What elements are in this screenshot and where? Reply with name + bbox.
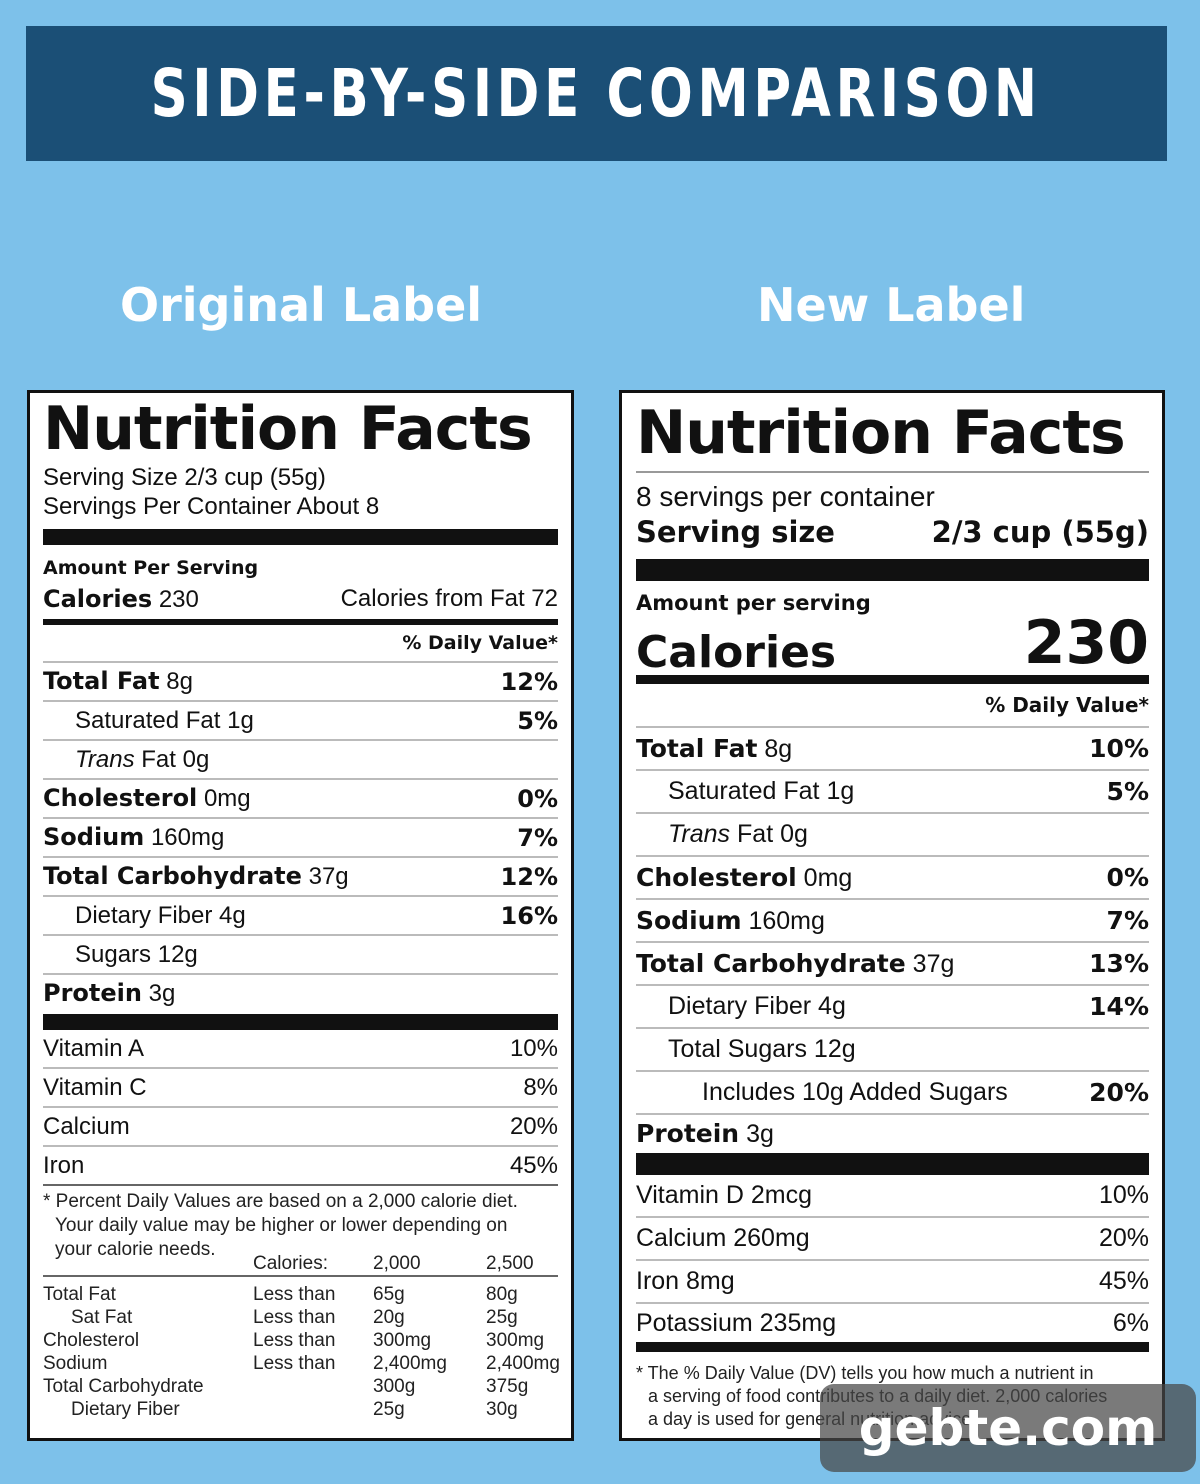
original-vitamin-c-row: Vitamin C 8% — [43, 1069, 558, 1108]
original-trans-fat-row: Trans Fat 0g — [43, 741, 558, 780]
original-dv-header-row: % Daily Value* — [43, 625, 558, 663]
original-vitamin-a-row: Vitamin A 10% — [43, 1030, 558, 1069]
new-label-heading: New Label — [757, 278, 1026, 332]
new-iron-row: Iron 8mg 45% — [636, 1261, 1149, 1304]
title-banner: SIDE-BY-SIDE COMPARISON — [26, 26, 1167, 161]
original-calories-value: 230 — [158, 585, 199, 613]
new-dv-header-row: % Daily Value* — [636, 684, 1149, 728]
watermark-text: gebte.com — [858, 1399, 1158, 1457]
original-dv-table-header: Calories: 2,000 2,500 — [43, 1252, 558, 1277]
original-fiber-row: Dietary Fiber 4g 16% — [43, 897, 558, 936]
new-protein-row: Protein 3g — [636, 1119, 774, 1148]
new-calories-row: Calories 230 — [636, 608, 1149, 684]
new-calories-label: Calories — [636, 627, 837, 678]
original-sat-fat-row: Saturated Fat 1g 5% — [43, 702, 558, 741]
new-calories-value: 230 — [1023, 608, 1149, 678]
new-nutrition-label: Nutrition Facts 8 servings per container… — [619, 390, 1165, 1441]
new-servings-per-container: 8 servings per container — [636, 481, 935, 512]
new-carb-row: Total Carbohydrate 37g 13% — [636, 943, 1149, 986]
original-title: Nutrition Facts — [43, 394, 533, 464]
thick-divider — [43, 1014, 558, 1030]
new-sat-fat-row: Saturated Fat 1g 5% — [636, 771, 1149, 814]
thick-divider — [636, 559, 1149, 581]
new-vitamin-d-row: Vitamin D 2mcg 10% — [636, 1175, 1149, 1218]
thick-divider — [636, 1153, 1149, 1175]
banner-title: SIDE-BY-SIDE COMPARISON — [150, 55, 1043, 132]
original-calories-label: Calories — [43, 584, 153, 613]
original-serving-size: Serving Size 2/3 cup (55g) — [43, 464, 326, 491]
original-protein-row: Protein 3g — [43, 979, 176, 1007]
original-carb-row: Total Carbohydrate 37g 12% — [43, 858, 558, 897]
watermark-box: gebte.com — [820, 1384, 1196, 1472]
original-cholesterol-row: Cholesterol 0mg 0% — [43, 780, 558, 819]
new-added-sugars-row: Includes 10g Added Sugars 20% — [636, 1072, 1149, 1115]
original-calories-from-fat: Calories from Fat 72 — [340, 585, 558, 612]
new-serving-size-row: Serving size 2/3 cup (55g) — [636, 515, 1149, 549]
new-total-sugars-row: Total Sugars 12g — [636, 1029, 1149, 1072]
original-total-fat-row: Total Fat 8g 12% — [43, 663, 558, 702]
new-calcium-row: Calcium 260mg 20% — [636, 1218, 1149, 1261]
new-cholesterol-row: Cholesterol 0mg 0% — [636, 857, 1149, 900]
original-sodium-row: Sodium 160mg 7% — [43, 819, 558, 858]
original-label-heading: Original Label — [120, 278, 483, 332]
thick-divider — [636, 1342, 1149, 1352]
original-servings-per-container: Servings Per Container About 8 — [43, 493, 380, 520]
original-amount-per-serving: Amount Per Serving — [43, 557, 259, 579]
original-dv-table: Total Fat Less than 65g 80g Sat Fat Less tha… — [43, 1284, 560, 1420]
new-trans-fat-row: Trans Fat 0g — [636, 814, 1149, 857]
original-calories-row: Calories 230 Calories from Fat 72 — [43, 579, 558, 625]
original-dv-header: % Daily Value* — [402, 632, 558, 654]
new-amount-per-serving: Amount per serving — [636, 591, 871, 615]
new-potassium-row: Potassium 235mg 6% — [636, 1308, 1149, 1337]
original-sugars-row: Sugars 12g — [43, 936, 558, 975]
original-iron-row: Iron 45% — [43, 1147, 558, 1186]
original-nutrition-label: Nutrition Facts Serving Size 2/3 cup (55… — [27, 390, 574, 1441]
new-total-fat-row: Total Fat 8g 10% — [636, 728, 1149, 771]
original-calcium-row: Calcium 20% — [43, 1108, 558, 1147]
new-sodium-row: Sodium 160mg 7% — [636, 900, 1149, 943]
thick-divider — [43, 529, 558, 545]
new-fiber-row: Dietary Fiber 4g 14% — [636, 986, 1149, 1029]
new-title: Nutrition Facts — [636, 398, 1126, 468]
original-footnote: * Percent Daily Values are based on a 2,… — [43, 1191, 518, 1260]
